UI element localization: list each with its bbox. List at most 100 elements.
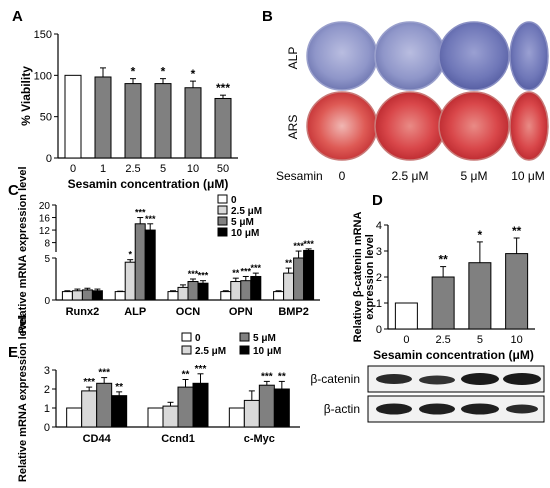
e-bar-CD44-0: [66, 407, 83, 428]
d-y-axis-title-line-2: expression level: [364, 234, 376, 320]
a-significance-5: *: [161, 65, 166, 79]
band-beta-catenin-0: [376, 374, 412, 384]
d-bar-0: [394, 302, 418, 330]
band-beta-actin-5: [461, 403, 499, 415]
a-significance-2.5: *: [131, 65, 136, 79]
band-beta-actin-2-5: [419, 403, 455, 415]
e-bar-c-Myc-0: [228, 407, 245, 428]
beta-actin-label: β-actin: [324, 402, 360, 416]
c-bar-Runx2-0: [61, 291, 73, 301]
c-legend-swatch-2: [217, 216, 228, 226]
c-bar-OCN-1: [177, 286, 189, 301]
e-bar-CD44-3: [111, 395, 128, 428]
d-y-tick-label-4: 4: [376, 220, 382, 232]
e-y-tick-label-0: 0: [44, 422, 50, 434]
c-bar-BMP2-3: [303, 249, 315, 301]
a-x-tick-label-2.5: 2.5: [125, 163, 140, 175]
c-y-tick-label-up-0: 8: [44, 239, 50, 250]
condition-label-5: 5 μM: [461, 169, 488, 183]
d-y-axis-title: Relative β-catenin mRNAexpression level: [352, 212, 376, 343]
alp-dish-5: [438, 21, 510, 91]
beta-catenin-label: β-catenin: [310, 372, 360, 386]
e-legend-swatch-0: [181, 332, 192, 342]
condition-label-2-5: 2.5 μM: [392, 169, 429, 183]
c-bar-BMP2-0: [273, 291, 285, 301]
sesamin-treatment-label: Sesamin: [276, 169, 323, 183]
e-y-tick-label-2: 2: [44, 384, 50, 396]
condition-label-0: 0: [339, 169, 346, 183]
a-significance-10: *: [191, 67, 196, 81]
panel-a-viability-chart: 0 50 100 150 0 1 2.5 * 5 * 10 * 50 *** Sesamin concent…: [19, 29, 238, 191]
c-bar-OPN-3: [250, 275, 262, 301]
c-bar-ALP-0: [114, 291, 126, 301]
e-bar-Ccnd1-1: [162, 405, 179, 428]
a-y-tick-label-0: 0: [46, 153, 52, 165]
band-beta-catenin-10: [503, 373, 541, 385]
e-legend-swatch-2: [239, 332, 250, 342]
panel-b-staining-images: ALP ARS Sesamin 0 2.5 μM 5 μM 10 μM: [276, 21, 549, 183]
a-x-axis-title: Sesamin concentration (μM): [68, 177, 229, 191]
band-beta-actin-10: [506, 404, 538, 414]
c-bar-OCN-2: [187, 281, 199, 301]
e-bar-c-Myc-3: [273, 388, 290, 428]
ars-row-label: ARS: [286, 115, 300, 140]
a-y-axis-title: % Viability: [19, 66, 33, 126]
d-significance-10: **: [512, 224, 522, 238]
a-x-tick-label-10: 10: [187, 163, 199, 175]
c-bar-OPN-0: [220, 291, 232, 301]
d-y-tick-label-0: 0: [376, 324, 382, 336]
e-significance-c-Myc-3: **: [278, 371, 286, 382]
a-x-tick-label-50: 50: [217, 163, 229, 175]
c-significance-OPN-3: ***: [251, 263, 262, 273]
c-y-axis-title: Relative mRNA expression level: [17, 166, 29, 333]
c-bar-ALP-2: [134, 223, 146, 301]
d-x-tick-label-5: 5: [477, 334, 483, 346]
d-y-axis-title-line-1: Relative β-catenin mRNA: [352, 212, 364, 343]
c-significance-OPN-1: **: [232, 268, 240, 278]
western-blot: β-catenin β-actin: [310, 365, 545, 423]
ars-dish-5: [438, 91, 510, 161]
a-bar-50: [214, 97, 232, 159]
e-y-tick-label-1: 1: [44, 403, 50, 415]
c-bar-OCN-0: [167, 291, 179, 301]
e-bar-CD44-1: [81, 390, 98, 428]
alp-dish-0: [306, 21, 378, 91]
d-y-tick-label-1: 1: [376, 298, 382, 310]
c-y-tick-label-up-2: 16: [39, 214, 51, 225]
c-x-tick-label-BMP2: BMP2: [278, 306, 309, 318]
e-bar-CD44-2: [96, 382, 113, 428]
band-beta-catenin-5: [461, 373, 499, 385]
e-x-tick-label-c-Myc: c-Myc: [244, 433, 275, 445]
ars-dish-2-5: [374, 91, 446, 161]
e-significance-Ccnd1-2: **: [182, 370, 190, 381]
e-bar-Ccnd1-2: [177, 386, 194, 428]
a-y-tick-label-1: 50: [40, 112, 52, 124]
d-significance-5: *: [478, 228, 483, 242]
e-significance-CD44-1: ***: [83, 377, 95, 388]
alp-dish-10: [509, 21, 549, 91]
e-legend-label-3: 10 μM: [253, 346, 281, 357]
e-significance-Ccnd1-3: ***: [195, 364, 207, 375]
e-significance-c-Myc-2: ***: [261, 371, 273, 382]
a-bar-10: [184, 87, 202, 159]
c-x-tick-label-OPN: OPN: [229, 306, 253, 318]
a-y-tick-label-3: 150: [34, 29, 52, 41]
panel-letter-c: C: [8, 182, 19, 199]
c-legend-label-1: 2.5 μM: [231, 206, 262, 217]
a-x-tick-label-5: 5: [160, 163, 166, 175]
c-bar-OPN-1: [230, 281, 242, 301]
d-x-axis-title: Sesamin concentration (μM): [373, 348, 534, 362]
e-x-tick-label-Ccnd1: Ccnd1: [161, 433, 195, 445]
ars-dish-10: [509, 91, 549, 161]
c-significance-OCN-2: ***: [188, 269, 199, 279]
c-bar-OCN-3: [197, 282, 209, 301]
c-significance-ALP-1: *: [128, 250, 132, 260]
e-bar-Ccnd1-0: [147, 407, 164, 428]
alp-row-label: ALP: [286, 47, 300, 70]
e-bar-c-Myc-2: [258, 384, 275, 428]
e-legend-label-0: 0: [195, 333, 201, 344]
c-legend-label-3: 10 μM: [231, 228, 259, 239]
e-x-tick-label-CD44: CD44: [83, 433, 112, 445]
